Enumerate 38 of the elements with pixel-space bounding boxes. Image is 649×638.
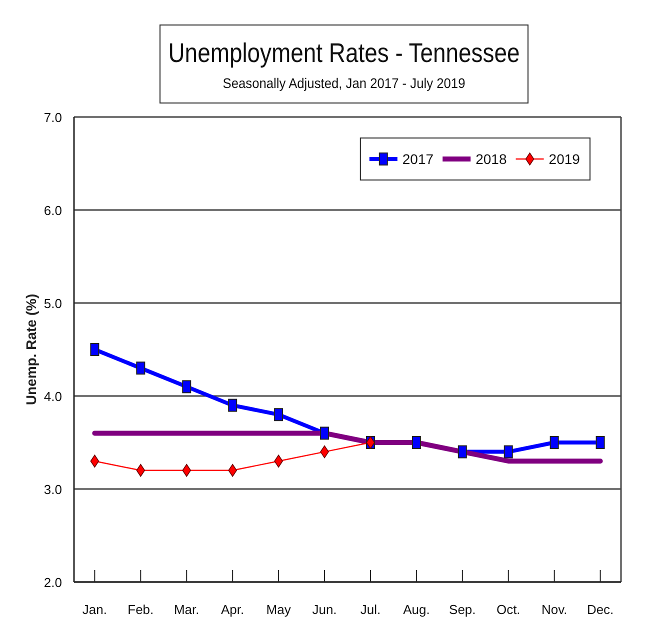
- point: [90, 343, 100, 356]
- chart-title: Unemployment Rates - Tennessee: [168, 38, 520, 68]
- point: [274, 408, 284, 422]
- point: [412, 436, 421, 449]
- chart-subtitle: Seasonally Adjusted, Jan 2017 - July 2019: [222, 76, 466, 92]
- y-tick-label: 5.0: [44, 296, 62, 311]
- x-tick-label: Jul.: [360, 602, 381, 617]
- point: [136, 464, 146, 477]
- y-axis-title: Unemp. Rate (%): [23, 294, 39, 406]
- y-tick-label: 6.0: [44, 203, 62, 218]
- x-tick-label: Jan.: [82, 602, 107, 617]
- y-tick-label: 2.0: [44, 575, 62, 590]
- x-tick-label: Oct.: [496, 602, 520, 617]
- legend-label: 2017: [402, 151, 434, 167]
- point: [596, 436, 605, 449]
- point: [182, 464, 192, 477]
- x-tick-label: Nov.: [541, 602, 568, 617]
- x-tick-label: May: [266, 602, 292, 617]
- legend-label: 2018: [476, 151, 507, 167]
- point: [458, 445, 467, 458]
- point: [182, 380, 192, 394]
- point: [550, 436, 559, 449]
- point: [228, 398, 238, 412]
- point: [504, 445, 513, 458]
- x-tick-label: Mar.: [174, 602, 200, 617]
- point: [90, 454, 100, 468]
- y-tick-label: 4.0: [44, 389, 62, 404]
- y-tick-label: 3.0: [44, 482, 62, 497]
- y-tick-label: 7.0: [44, 110, 62, 125]
- x-tick-label: Sep.: [449, 602, 476, 617]
- legend-label: 2019: [548, 151, 580, 167]
- x-tick-label: Aug.: [403, 602, 430, 617]
- point: [320, 426, 330, 440]
- x-tick-label: Jun.: [312, 602, 337, 617]
- point: [136, 362, 146, 375]
- x-tick-label: Dec.: [586, 602, 614, 617]
- x-tick-label: Apr.: [221, 602, 244, 617]
- x-tick-label: Feb.: [128, 602, 154, 617]
